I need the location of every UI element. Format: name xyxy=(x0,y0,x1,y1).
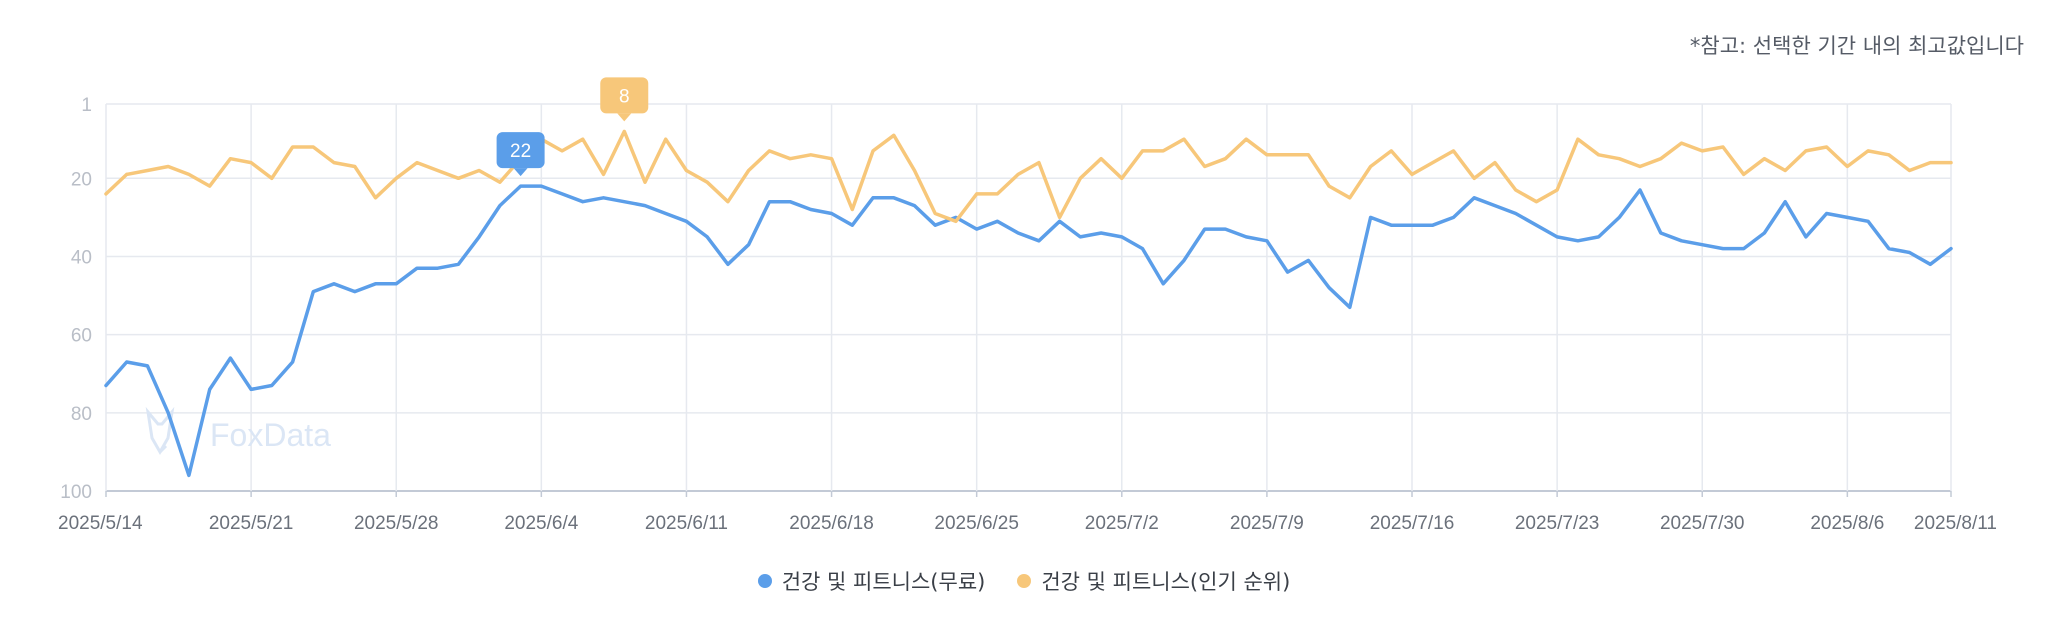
x-tick-label: 2025/7/16 xyxy=(1370,513,1455,534)
y-tick-label: 40 xyxy=(71,247,92,268)
tooltips: 22 8 xyxy=(496,77,649,177)
x-tick-label: 2025/7/23 xyxy=(1515,513,1600,534)
fox-logo-icon xyxy=(145,406,175,456)
tooltip-value: 8 xyxy=(619,86,630,107)
legend: 건강 및 피트니스(무료) 건강 및 피트니스(인기 순위) xyxy=(0,566,2048,596)
tooltip-free: 22 xyxy=(496,132,545,177)
x-tick-label: 2025/6/25 xyxy=(934,513,1019,534)
x-tick-label: 2025/6/4 xyxy=(504,513,578,534)
x-tick-label: 2025/7/2 xyxy=(1085,513,1159,534)
x-tick-label: 2025/5/14 xyxy=(58,513,143,534)
peak-note: *참고: 선택한 기간 내의 최고값입니다 xyxy=(1689,34,2024,58)
y-tick-label: 100 xyxy=(60,482,92,503)
legend-item-free[interactable]: 건강 및 피트니스(무료) xyxy=(757,566,986,596)
y-tick-label: 80 xyxy=(71,404,92,425)
x-tick-label: 2025/6/18 xyxy=(789,513,874,534)
tooltip-box xyxy=(600,77,649,114)
x-tick-label: 2025/8/11 xyxy=(1914,513,1997,534)
legend-dot-popular-icon xyxy=(1017,574,1032,588)
y-tick-label: 60 xyxy=(71,326,92,347)
tooltip-value: 22 xyxy=(510,141,531,162)
tooltip-popular: 8 xyxy=(600,77,649,122)
x-tick-label: 2025/5/28 xyxy=(354,513,439,534)
watermark: FoxData xyxy=(145,406,331,456)
x-tick-label: 2025/7/9 xyxy=(1230,513,1304,534)
y-tick-label: 20 xyxy=(71,169,92,190)
legend-label-popular: 건강 및 피트니스(인기 순위) xyxy=(1041,570,1291,594)
tooltip-box xyxy=(496,132,545,169)
series-line-popular xyxy=(104,129,1953,224)
tooltip-pointer xyxy=(513,168,528,177)
legend-dot-free-icon xyxy=(757,574,772,588)
series xyxy=(104,129,1953,478)
legend-label-free: 건강 및 피트니스(무료) xyxy=(781,570,986,594)
x-tick-label: 2025/6/11 xyxy=(645,513,728,534)
watermark-text: FoxData xyxy=(210,417,331,453)
axes: 1 20 40 60 80 100 2025/5/14 2025/5/21 2025/5/28 2… xyxy=(58,95,1997,534)
y-tick-label: 1 xyxy=(81,95,92,116)
x-tick-label: 2025/8/6 xyxy=(1810,513,1884,534)
x-tick-label: 2025/5/21 xyxy=(209,513,294,534)
grid xyxy=(105,103,1952,492)
x-tick-label: 2025/7/30 xyxy=(1660,513,1745,534)
series-line-free xyxy=(104,184,1953,478)
tooltip-pointer xyxy=(617,113,632,122)
legend-item-popular[interactable]: 건강 및 피트니스(인기 순위) xyxy=(1017,566,1290,596)
